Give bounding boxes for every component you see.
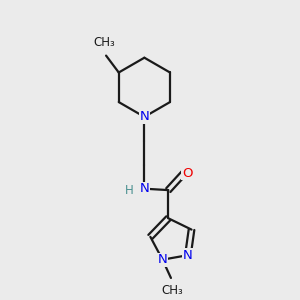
Text: N: N <box>158 253 167 266</box>
Text: N: N <box>140 182 149 195</box>
Text: N: N <box>140 110 149 123</box>
Text: H: H <box>125 184 134 197</box>
Text: CH₃: CH₃ <box>161 284 183 297</box>
Text: CH₃: CH₃ <box>94 36 116 50</box>
Text: N: N <box>183 249 193 262</box>
Text: O: O <box>182 167 192 180</box>
